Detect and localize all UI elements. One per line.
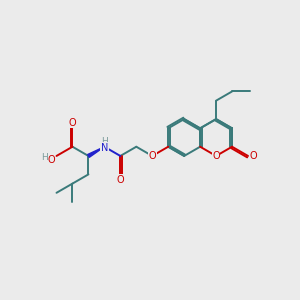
- Text: O: O: [148, 151, 156, 161]
- Text: O: O: [212, 151, 220, 161]
- Text: O: O: [47, 154, 55, 164]
- Text: O: O: [116, 175, 124, 185]
- Text: O: O: [69, 118, 76, 128]
- Text: H: H: [41, 153, 48, 162]
- Text: N: N: [101, 142, 108, 153]
- Polygon shape: [88, 147, 104, 158]
- Text: H: H: [101, 137, 108, 146]
- Text: O: O: [250, 151, 257, 161]
